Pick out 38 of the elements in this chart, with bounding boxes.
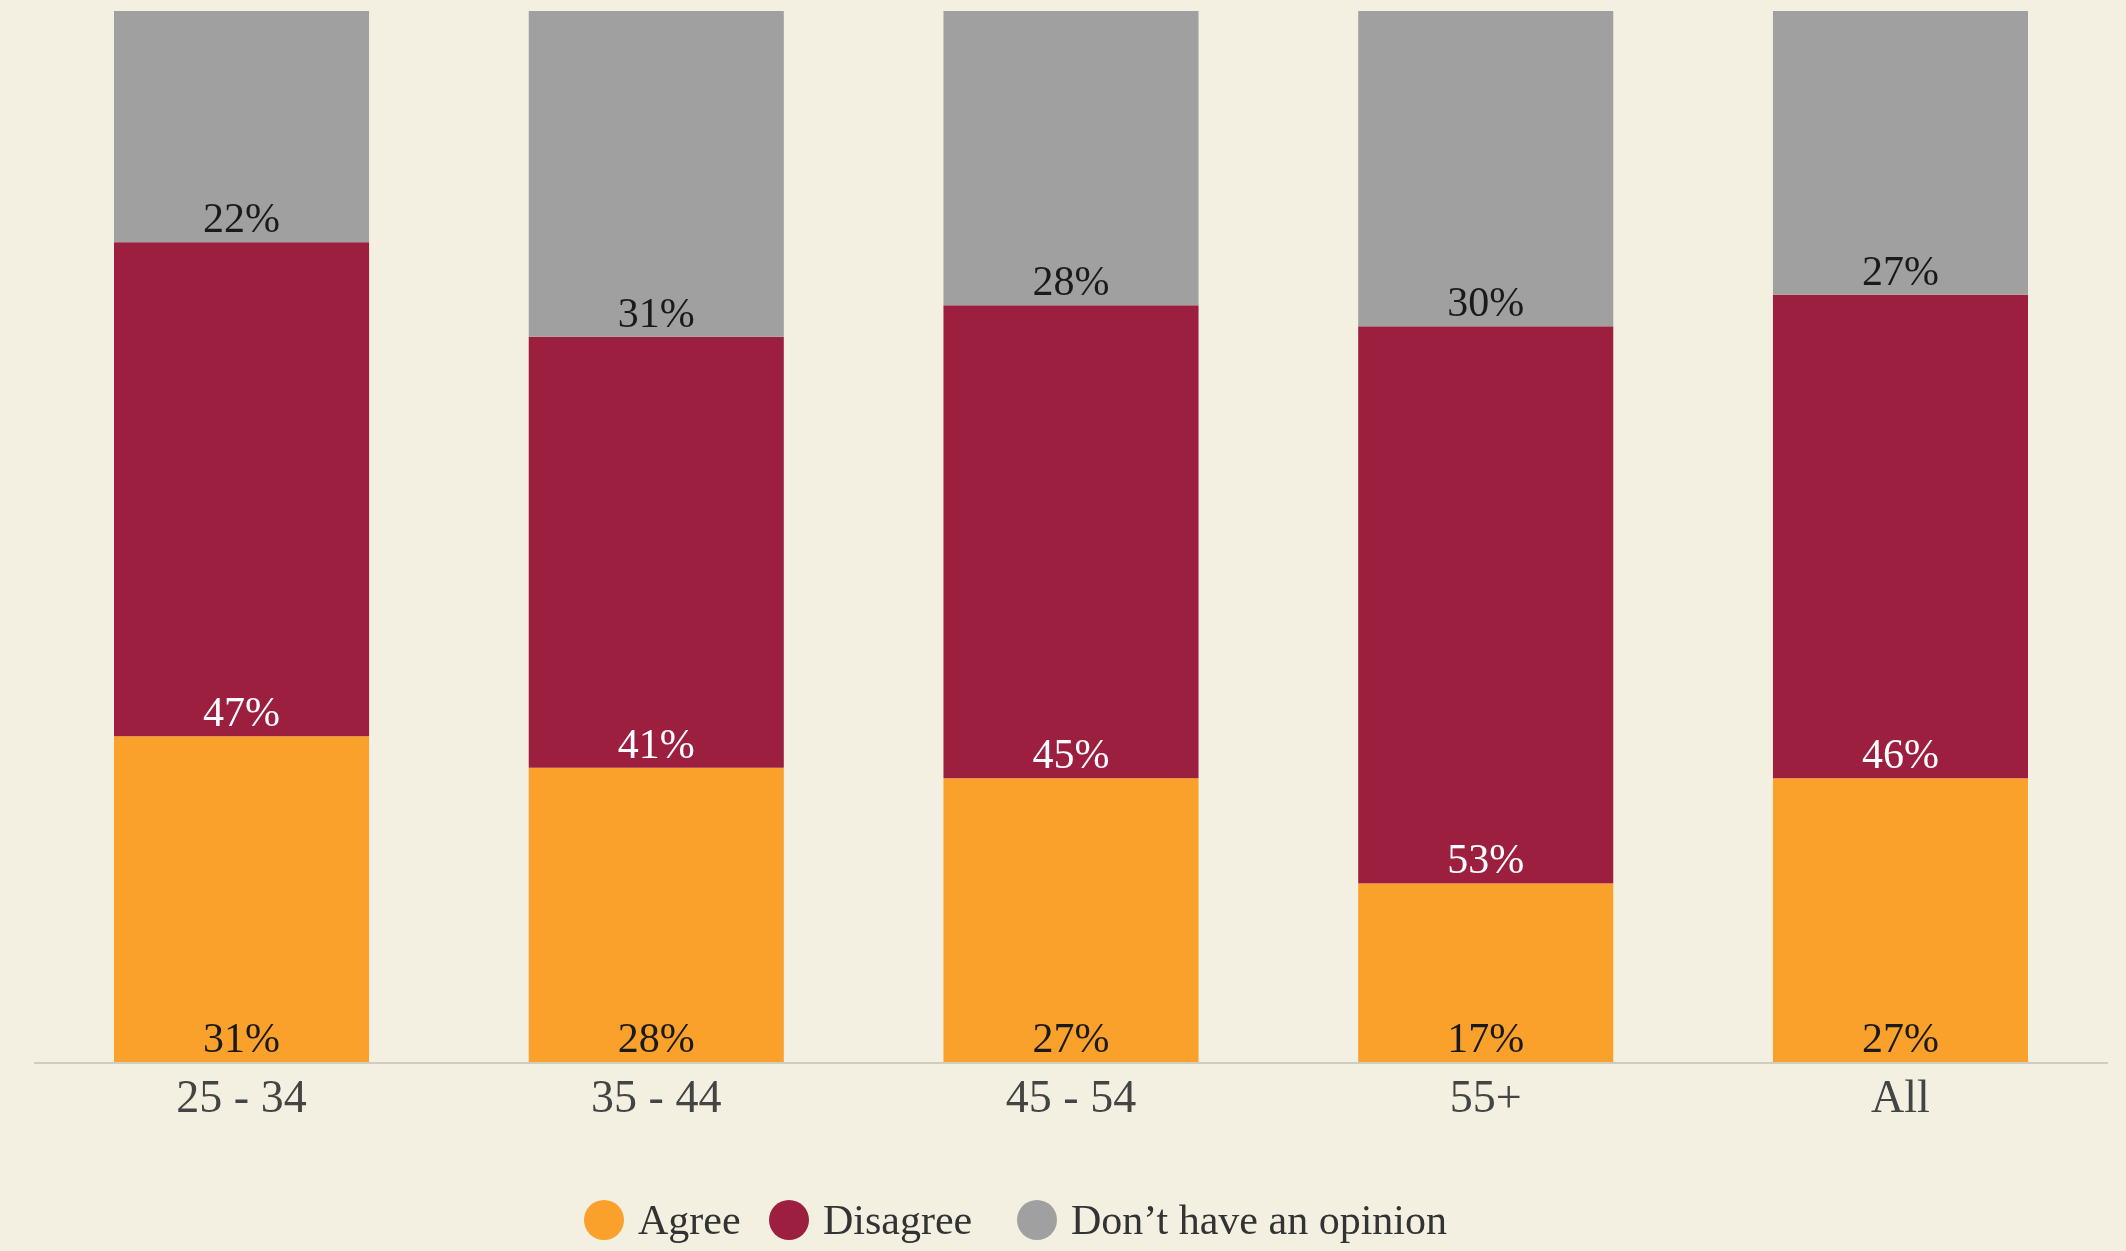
data-label: 27%	[1861, 1015, 1939, 1061]
data-label: 30%	[1447, 279, 1525, 326]
bar	[1772, 11, 2028, 295]
data-label: 45%	[1032, 731, 1110, 778]
x-tick-label: 45 - 54	[1005, 1071, 1137, 1122]
bar	[1772, 294, 2028, 779]
x-tick-label: 25 - 34	[176, 1071, 307, 1122]
data-label: 27%	[1032, 1015, 1110, 1061]
data-label: 27%	[1861, 247, 1939, 294]
data-label: 22%	[203, 195, 281, 242]
bar	[1772, 778, 2028, 1062]
bar	[943, 305, 1199, 779]
bar	[114, 242, 370, 737]
legend-label: Disagree	[823, 1197, 973, 1243]
data-label: 53%	[1447, 836, 1525, 883]
bar	[1358, 326, 1614, 884]
bar	[114, 11, 370, 243]
legend-label: Agree	[638, 1197, 741, 1243]
bar	[528, 767, 784, 1062]
data-label: 41%	[617, 720, 695, 767]
x-tick-label: 35 - 44	[591, 1071, 722, 1122]
data-label: 47%	[203, 689, 281, 736]
x-tick-label: 55+	[1449, 1071, 1522, 1122]
bar	[943, 778, 1199, 1062]
legend-label: Don’t have an opinion	[1071, 1197, 1447, 1243]
bar	[1358, 11, 1614, 327]
data-label: 28%	[1032, 258, 1110, 305]
bar	[1358, 883, 1614, 1062]
bar	[943, 11, 1199, 306]
bar	[114, 736, 370, 1062]
data-label: 46%	[1861, 731, 1939, 778]
data-label: 31%	[203, 1015, 281, 1061]
data-label: 28%	[617, 1015, 695, 1061]
data-label: 31%	[617, 289, 695, 336]
bar	[528, 11, 784, 337]
bar	[528, 336, 784, 768]
x-tick-label: All	[1871, 1071, 1930, 1122]
data-label: 17%	[1447, 1015, 1525, 1061]
